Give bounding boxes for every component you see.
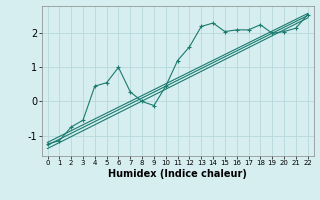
X-axis label: Humidex (Indice chaleur): Humidex (Indice chaleur) — [108, 169, 247, 179]
